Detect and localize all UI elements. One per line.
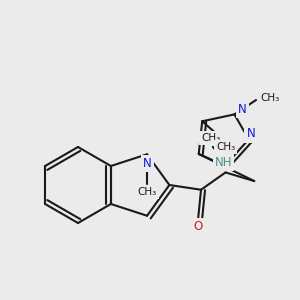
Text: CH₃: CH₃ xyxy=(137,187,157,197)
Text: N: N xyxy=(247,128,255,140)
Text: N: N xyxy=(143,157,152,170)
Text: CH₃: CH₃ xyxy=(201,133,220,143)
Text: NH: NH xyxy=(215,156,232,169)
Text: O: O xyxy=(194,220,203,233)
Text: N: N xyxy=(238,103,247,116)
Text: CH₃: CH₃ xyxy=(260,93,280,103)
Text: CH₃: CH₃ xyxy=(216,142,236,152)
